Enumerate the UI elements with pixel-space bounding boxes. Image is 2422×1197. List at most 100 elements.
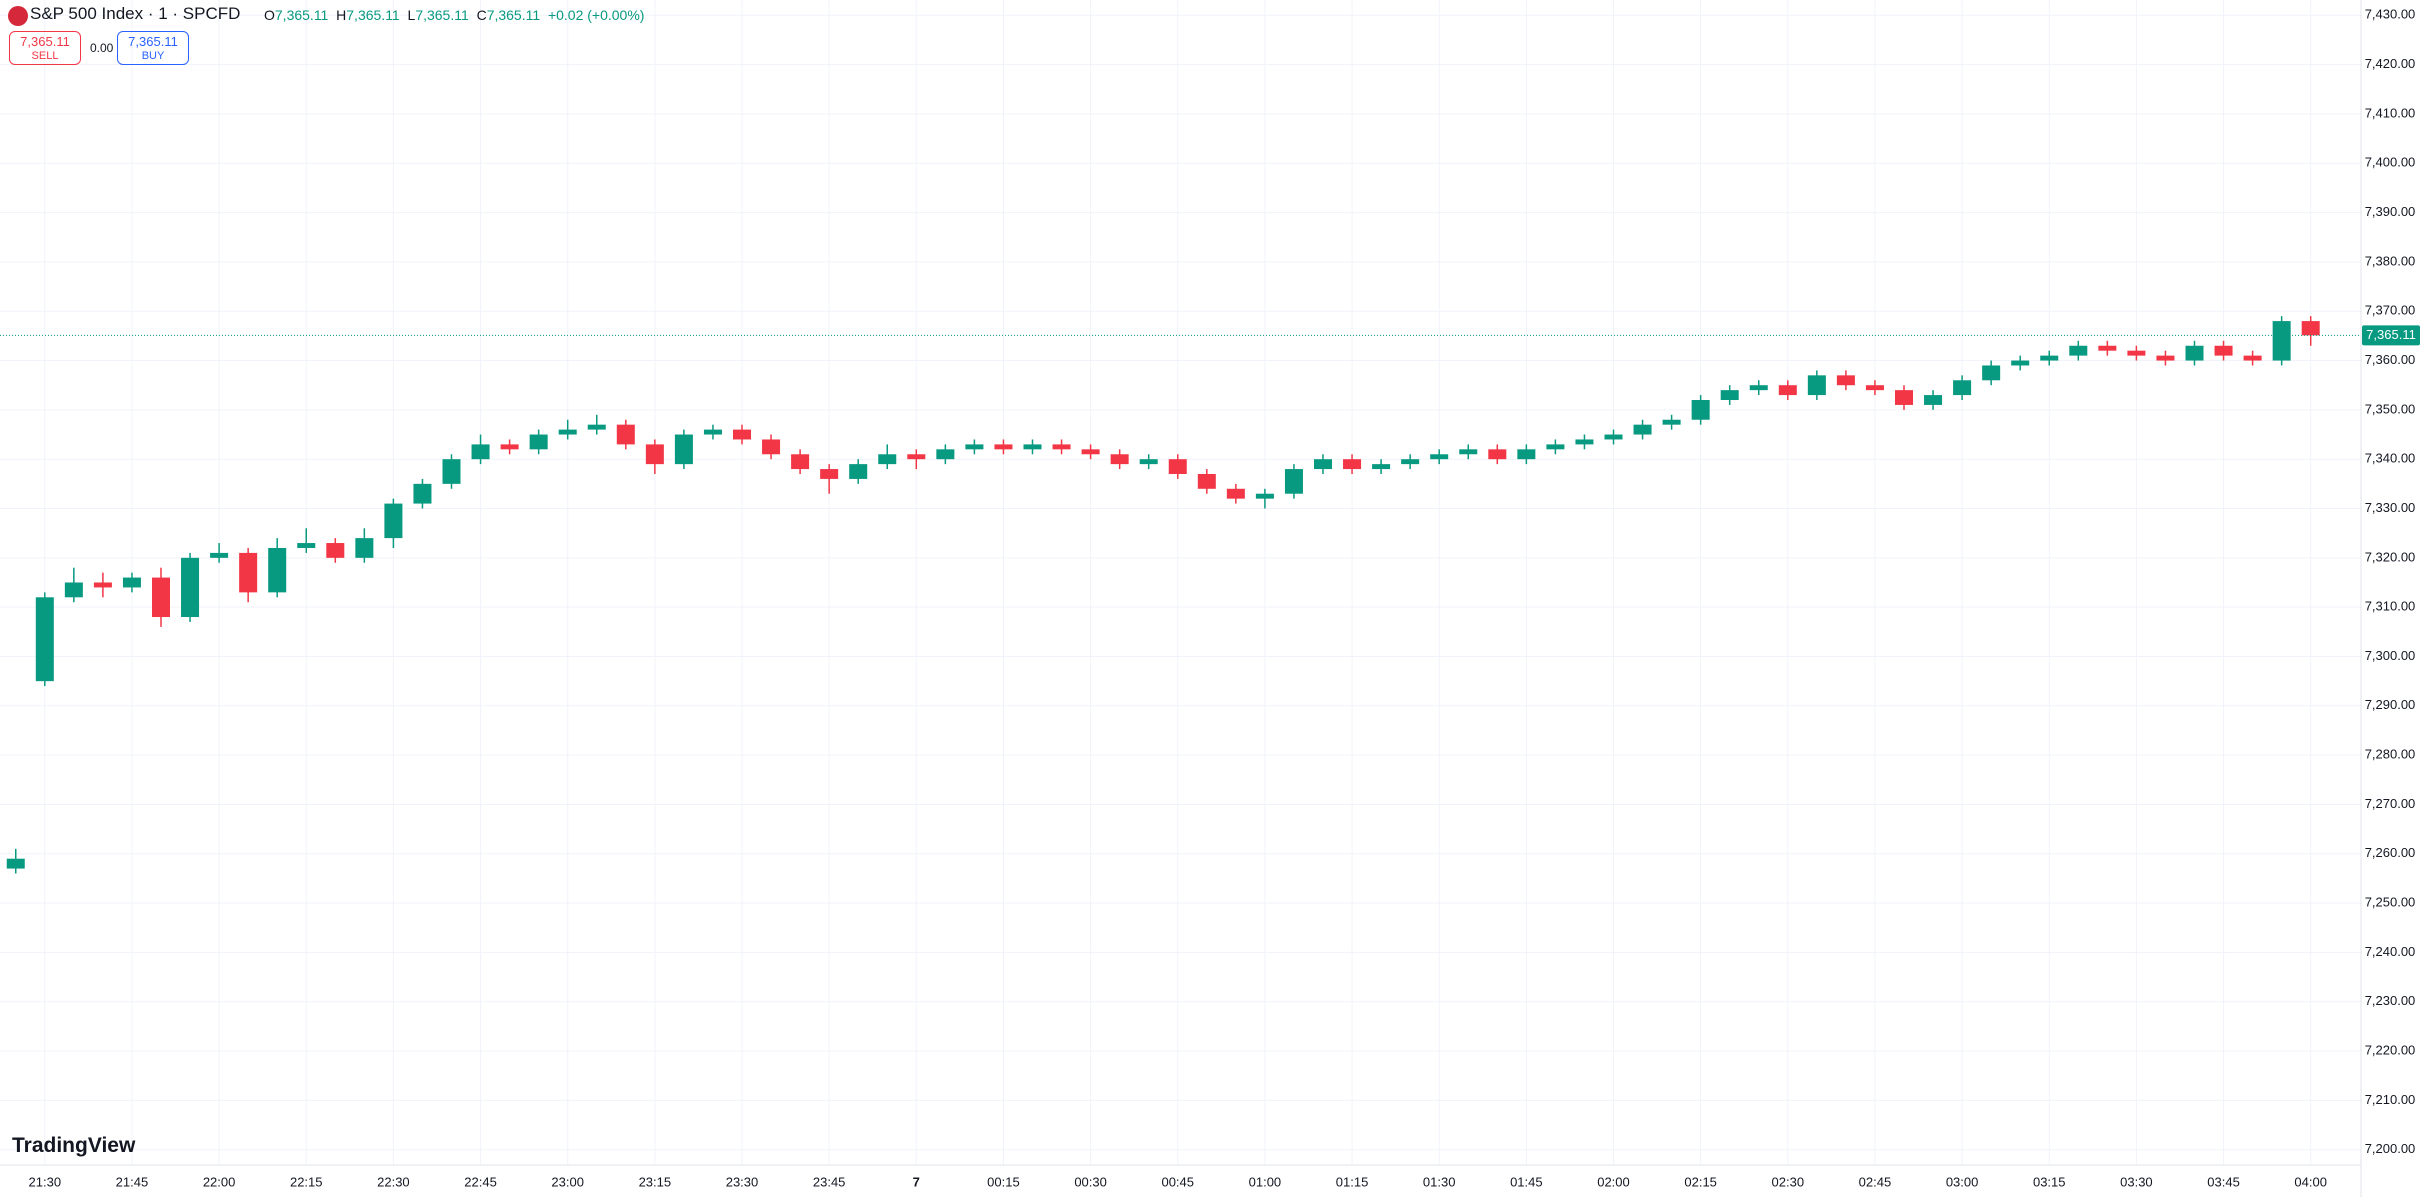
candle-body: [1546, 444, 1565, 450]
candle-body: [1488, 449, 1507, 460]
candle-body: [1720, 390, 1739, 401]
candle-body: [703, 429, 722, 435]
candle-body: [1052, 444, 1071, 450]
x-tick-label: 02:15: [1684, 1174, 1717, 1189]
candle-body: [1430, 454, 1449, 460]
candle-body: [994, 444, 1013, 450]
candle-body: [413, 483, 432, 504]
y-tick-label: 7,320.00: [2365, 549, 2416, 564]
candle-body: [529, 434, 548, 450]
candle-body: [1865, 385, 1884, 391]
x-tick-label: 22:30: [377, 1174, 410, 1189]
ohlc-legend: O7,365.11 H7,365.11 L7,365.11 C7,365.11 …: [264, 7, 644, 23]
candle-body: [384, 503, 403, 539]
x-tick-label: 23:15: [639, 1174, 672, 1189]
candle-body: [1982, 365, 2001, 381]
y-tick-label: 7,220.00: [2365, 1043, 2416, 1058]
y-tick-label: 7,420.00: [2365, 56, 2416, 71]
y-tick-label: 7,260.00: [2365, 845, 2416, 860]
y-tick-label: 7,370.00: [2365, 303, 2416, 318]
candle-body: [2272, 321, 2291, 361]
candle-body: [645, 444, 664, 465]
spread: 0.00: [90, 41, 114, 55]
candle-body: [471, 444, 490, 460]
candle-body: [1197, 473, 1216, 489]
buy-price: 7,365.11: [128, 34, 178, 49]
x-tick-label: 03:30: [2120, 1174, 2153, 1189]
candle-body: [1924, 395, 1943, 405]
candle-body: [35, 597, 54, 682]
x-tick-label: 02:30: [1772, 1174, 1805, 1189]
x-tick-label: 01:15: [1336, 1174, 1369, 1189]
candle-body: [1604, 434, 1623, 440]
candle-body: [297, 543, 316, 548]
candle-body: [1139, 459, 1158, 465]
y-tick-label: 7,210.00: [2365, 1092, 2416, 1107]
x-tick-label: 22:45: [464, 1174, 497, 1189]
brand-logo[interactable]: TradingView: [12, 1134, 136, 1157]
symbol-title[interactable]: S&P 500 Index · 1 · SPCFD: [30, 4, 241, 23]
candle-body: [6, 858, 25, 869]
candle-body: [326, 543, 345, 558]
y-tick-label: 7,350.00: [2365, 401, 2416, 416]
candle-body: [210, 552, 229, 558]
candle-body: [122, 577, 141, 588]
candle-body: [558, 429, 577, 435]
candle-body: [2040, 355, 2059, 361]
y-tick-label: 7,430.00: [2365, 7, 2416, 22]
candle-body: [1894, 390, 1914, 405]
candle-body: [355, 538, 374, 558]
candle-body: [1459, 449, 1478, 455]
last-price-label: 7,365.11: [2366, 327, 2416, 342]
x-tick-label: 00:15: [987, 1174, 1020, 1189]
buy-label: BUY: [141, 50, 165, 62]
candle-body: [2301, 321, 2320, 336]
candle-body: [791, 454, 810, 470]
last-price-tag: [2362, 325, 2420, 346]
candle-body: [1575, 439, 1594, 445]
candle-body: [965, 444, 984, 450]
x-tick-label: 04:00: [2294, 1174, 2327, 1189]
candle-body: [674, 434, 693, 465]
candle-body: [616, 424, 635, 445]
candle-body: [878, 454, 897, 465]
sell-label: SELL: [31, 50, 59, 62]
y-tick-label: 7,360.00: [2365, 352, 2416, 367]
y-tick-label: 7,380.00: [2365, 253, 2416, 268]
y-tick-label: 7,230.00: [2365, 993, 2416, 1008]
x-tick-label: 03:15: [2033, 1174, 2066, 1189]
low-value: 7,365.11: [415, 7, 469, 23]
sell-button[interactable]: 7,365.11 SELL: [9, 31, 81, 65]
candle-body: [93, 582, 112, 588]
candle-body: [1226, 488, 1245, 499]
y-tick-label: 7,240.00: [2365, 944, 2416, 959]
y-tick-label: 7,400.00: [2365, 155, 2416, 170]
candle-body: [2214, 345, 2233, 356]
y-tick-label: 7,410.00: [2365, 105, 2416, 120]
high-value: 7,365.11: [346, 7, 400, 23]
candle-body: [936, 449, 955, 460]
candle-body: [907, 454, 926, 460]
y-tick-label: 7,290.00: [2365, 697, 2416, 712]
candle-body: [1401, 459, 1420, 465]
candle-body: [442, 459, 461, 484]
symbol-logo[interactable]: [8, 6, 28, 26]
x-tick-label: 03:00: [1946, 1174, 1979, 1189]
y-tick-label: 7,250.00: [2365, 895, 2416, 910]
x-tick-label: 21:45: [116, 1174, 149, 1189]
buy-button[interactable]: 7,365.11 BUY: [117, 31, 189, 65]
x-tick-label: 7: [913, 1174, 920, 1189]
y-tick-label: 7,270.00: [2365, 796, 2416, 811]
candle-body: [2098, 345, 2117, 351]
x-tick-label: 02:00: [1597, 1174, 1630, 1189]
candle-body: [1662, 419, 1681, 425]
y-tick-label: 7,310.00: [2365, 599, 2416, 614]
y-tick-label: 7,330.00: [2365, 500, 2416, 515]
close-value: 7,365.11: [486, 7, 541, 23]
candle-body: [1255, 493, 1274, 499]
candle-body: [1110, 454, 1129, 465]
candle-body: [2156, 355, 2175, 361]
x-tick-label: 03:45: [2207, 1174, 2240, 1189]
